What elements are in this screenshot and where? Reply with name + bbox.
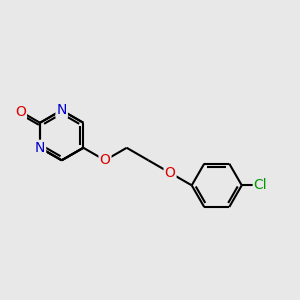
Text: N: N <box>56 103 67 117</box>
Text: Cl: Cl <box>254 178 267 192</box>
Text: O: O <box>100 153 110 167</box>
Text: O: O <box>165 166 176 180</box>
Text: O: O <box>15 104 26 118</box>
Text: N: N <box>35 141 45 155</box>
